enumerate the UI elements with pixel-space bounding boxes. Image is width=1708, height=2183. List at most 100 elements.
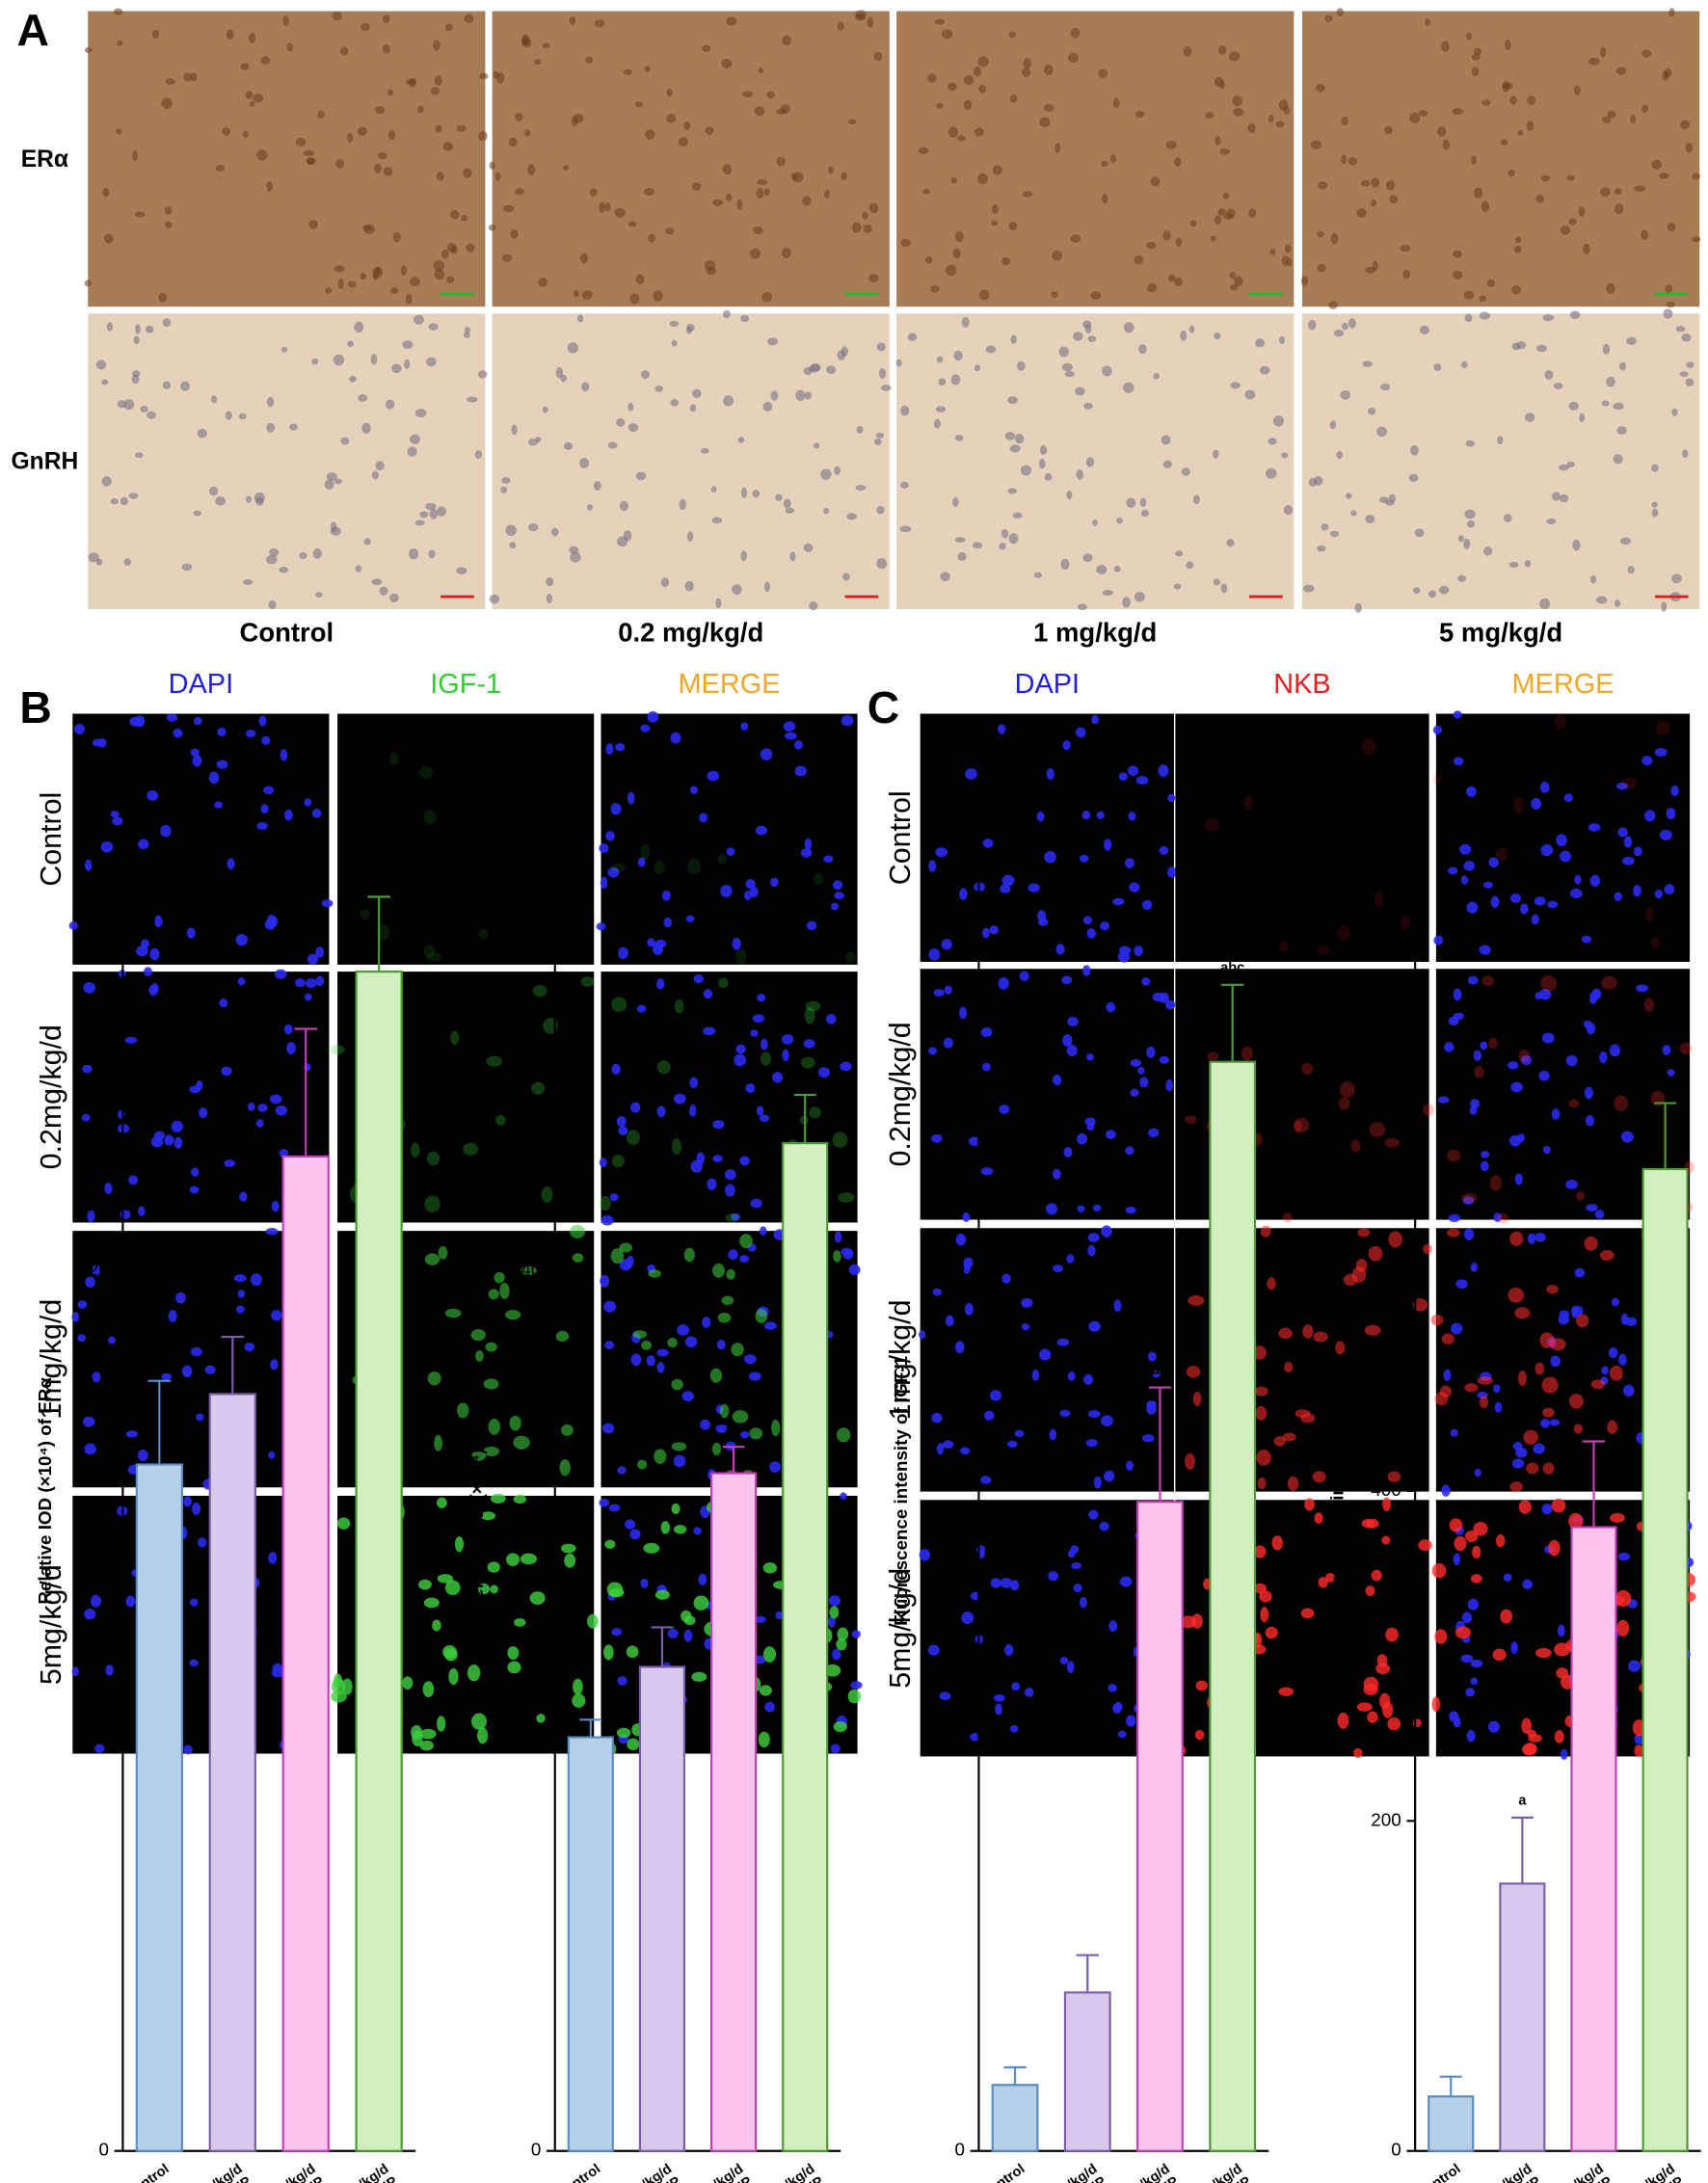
cell <box>133 335 140 345</box>
cell <box>674 1525 687 1534</box>
cell <box>149 947 160 961</box>
cell <box>939 1691 951 1701</box>
cell <box>1052 251 1062 261</box>
cell <box>1139 1077 1149 1088</box>
cell <box>1535 1647 1552 1659</box>
cell <box>1554 1730 1564 1744</box>
cell <box>745 1083 756 1094</box>
cell <box>1217 208 1226 216</box>
cell <box>456 567 467 574</box>
cell <box>1304 1498 1316 1511</box>
cell <box>1009 1724 1019 1733</box>
cell <box>1473 187 1483 199</box>
cell <box>1522 1744 1536 1756</box>
cell <box>1014 433 1025 444</box>
cell <box>832 1648 841 1661</box>
cell <box>1192 494 1200 505</box>
cell <box>450 210 460 220</box>
cell <box>1106 1130 1116 1139</box>
cell <box>1446 1149 1461 1162</box>
cell <box>1528 1734 1542 1743</box>
cell <box>411 1724 423 1740</box>
cell <box>1044 850 1056 864</box>
cell <box>1680 120 1691 130</box>
cell <box>1070 1545 1080 1555</box>
cell <box>1606 282 1615 295</box>
cell <box>418 766 434 779</box>
cell <box>1408 473 1419 482</box>
cell <box>389 752 399 765</box>
cell <box>347 340 355 348</box>
cell <box>685 1336 698 1348</box>
cell <box>1541 1504 1553 1515</box>
cell <box>1650 937 1660 949</box>
scale-bar <box>844 595 879 599</box>
y-tick-label: 200 <box>935 1699 965 1719</box>
cell <box>271 1310 282 1321</box>
cell <box>215 165 225 173</box>
cell <box>456 124 467 132</box>
cell <box>379 586 388 596</box>
row-label: Control <box>36 792 67 887</box>
cell <box>1457 574 1466 582</box>
cell <box>1141 899 1153 911</box>
cell <box>726 847 735 856</box>
cell <box>330 521 337 533</box>
cell <box>1059 1409 1071 1418</box>
cell <box>1077 1133 1088 1145</box>
cell <box>436 1497 447 1508</box>
scale-bar <box>1654 595 1689 599</box>
cell <box>1086 1053 1094 1061</box>
cell <box>1535 344 1547 353</box>
cell <box>851 222 862 233</box>
cell <box>555 366 564 379</box>
cell <box>527 164 536 175</box>
cell <box>935 406 947 413</box>
cell <box>712 1120 725 1130</box>
cell <box>461 214 468 222</box>
column-label: Control <box>240 617 334 647</box>
cell <box>646 1355 655 1367</box>
cell <box>1066 490 1073 500</box>
cell <box>740 487 748 498</box>
cell <box>1318 1577 1328 1588</box>
cell <box>1052 1168 1061 1180</box>
cell <box>100 841 114 853</box>
cell <box>711 517 723 524</box>
cell <box>1460 360 1468 369</box>
cell <box>210 395 218 404</box>
cell <box>1102 194 1108 204</box>
cell <box>438 1246 448 1260</box>
cell <box>1630 114 1637 124</box>
cell <box>654 1589 670 1600</box>
cell <box>1671 408 1678 417</box>
cell <box>340 437 350 445</box>
cell <box>1493 1212 1502 1222</box>
cell <box>166 713 178 722</box>
cell <box>1412 1298 1428 1312</box>
cell <box>1027 883 1040 892</box>
cell <box>1051 291 1058 298</box>
cell <box>873 438 882 445</box>
cell <box>269 1094 282 1105</box>
cell <box>1286 257 1293 267</box>
cell <box>418 1579 432 1590</box>
cell <box>599 1158 607 1168</box>
cell <box>837 350 846 361</box>
cell <box>938 378 947 386</box>
cell <box>1542 314 1555 322</box>
cell <box>1175 237 1182 248</box>
cell <box>280 346 288 353</box>
cell <box>806 920 817 931</box>
cell <box>683 1247 695 1263</box>
cell <box>587 1613 599 1629</box>
cell <box>876 558 888 570</box>
cell <box>850 1681 863 1690</box>
cell <box>1497 436 1504 445</box>
cell <box>1077 1205 1085 1212</box>
micrograph <box>72 713 330 965</box>
cell <box>71 1666 79 1677</box>
cell <box>1628 1660 1641 1672</box>
cell <box>1379 1692 1391 1710</box>
cell <box>1658 173 1669 179</box>
